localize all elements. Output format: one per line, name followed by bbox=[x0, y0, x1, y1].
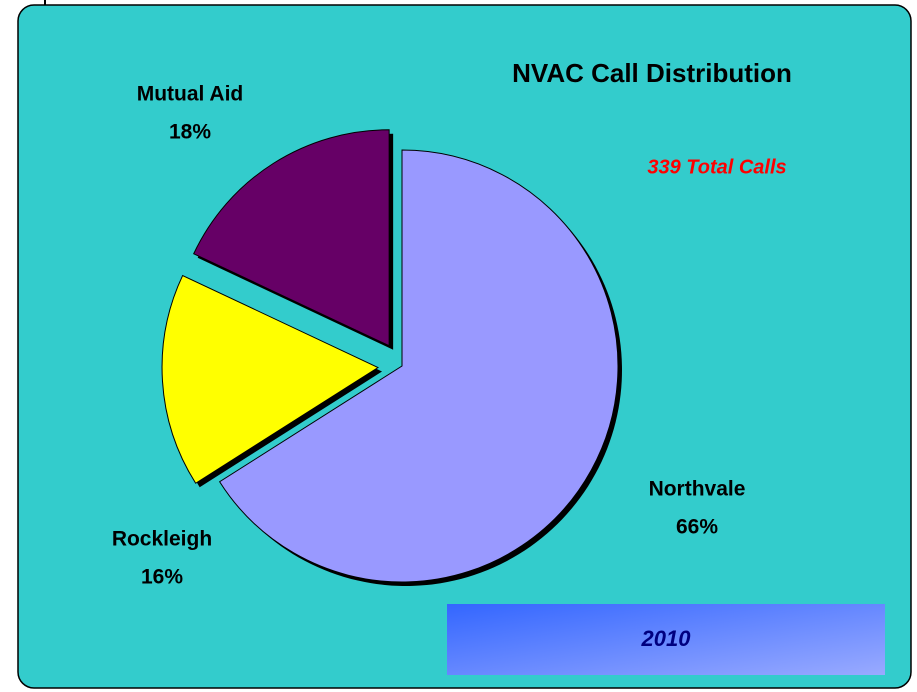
slice bbox=[161, 274, 380, 484]
slice bbox=[193, 129, 390, 347]
chart-title: NVAC Call Distribution bbox=[512, 58, 792, 88]
slice-label: Rockleigh bbox=[112, 528, 212, 551]
slice bbox=[218, 149, 619, 583]
year-label: 2010 bbox=[641, 626, 692, 651]
subtitle: 339 Total Calls bbox=[647, 156, 786, 178]
year-box bbox=[447, 604, 885, 675]
slice-label: Mutual Aid bbox=[137, 83, 244, 106]
pie bbox=[161, 129, 622, 586]
value-label: 16% bbox=[141, 566, 183, 589]
value-label: 66% bbox=[676, 516, 718, 539]
slice-label: Northvale bbox=[649, 478, 746, 501]
value-label: 18% bbox=[169, 121, 211, 144]
